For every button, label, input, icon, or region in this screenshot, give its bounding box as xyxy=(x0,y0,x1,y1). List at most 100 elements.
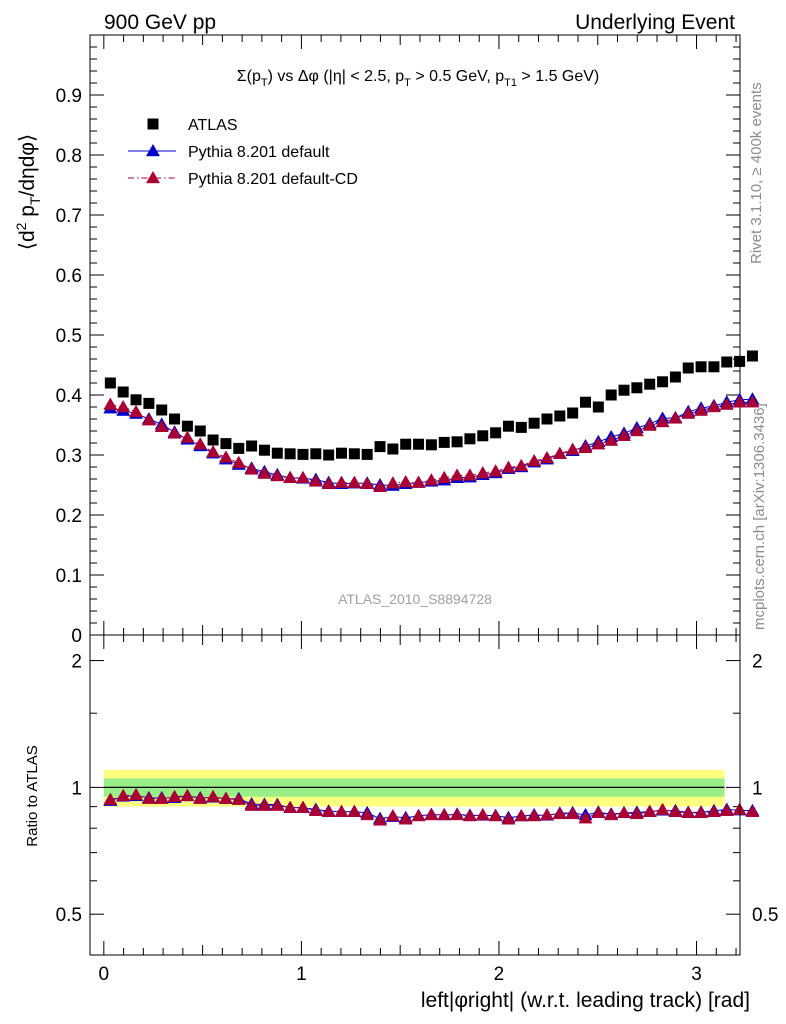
ratio-pythia-cd-point xyxy=(180,788,195,801)
pythia-cd-point xyxy=(295,470,311,483)
ratio-pythia-cd-point xyxy=(283,800,298,813)
ratio-pythia-cd-point xyxy=(514,808,529,822)
pythia-cd-point xyxy=(514,458,529,471)
ratio-y-tick-label-right: 1 xyxy=(752,778,763,799)
pythia-cd-point xyxy=(231,455,246,468)
ratio-pythia-cd-point xyxy=(745,804,760,818)
pythia-cd-point xyxy=(180,430,195,443)
pythia-cd-point xyxy=(616,428,632,441)
ratio-pythia-cd-point xyxy=(218,791,233,804)
ratio-pythia-cd-point xyxy=(411,808,426,822)
ratio-pythia-cd-point xyxy=(334,804,349,818)
pythia-cd-point xyxy=(129,404,144,417)
x-tick-label: 2 xyxy=(494,964,505,985)
pythia-cd-point xyxy=(488,464,503,477)
legend: ATLAS Pythia 8.201 default Pythia 8.201 de… xyxy=(128,117,358,188)
y-tick-label: 0.3 xyxy=(56,446,82,467)
ratio-pythia-cd-point xyxy=(103,792,118,805)
atlas-point xyxy=(323,449,335,461)
pythia-cd-point xyxy=(308,474,323,487)
ratio-pythia-cd-point xyxy=(424,807,439,821)
ratio-pythia-cd-point xyxy=(231,792,246,805)
atlas-point xyxy=(708,361,720,373)
atlas-point xyxy=(348,448,360,460)
pythia-cd-point xyxy=(116,399,131,413)
y-tick-label: 0.4 xyxy=(56,386,83,407)
x-tick-label: 3 xyxy=(691,964,702,985)
pythia-cd-point xyxy=(604,433,619,446)
atlas-point xyxy=(181,420,193,432)
ratio-pythia-cd-point xyxy=(141,791,156,804)
ratio-pythia-cd-point xyxy=(360,807,375,821)
ratio-pythia-cd-point xyxy=(116,788,131,801)
pythia-cd-point xyxy=(257,466,272,479)
ratio-pythia-cd-point xyxy=(604,807,619,821)
atlas-point xyxy=(207,434,219,446)
atlas-point xyxy=(258,444,270,456)
atlas-point xyxy=(695,361,707,373)
ratio-pythia-cd-point xyxy=(372,813,388,826)
pythia-cd-point xyxy=(372,479,388,492)
pythia-cd-point xyxy=(578,440,593,453)
pythia-cd-point xyxy=(642,418,657,431)
pythia-cd-point xyxy=(539,450,555,464)
ratio-pythia-cd-point xyxy=(681,805,696,819)
pythia-cd-point xyxy=(450,468,465,481)
atlas-point xyxy=(374,441,386,453)
ratio-pythia-cd-point xyxy=(450,807,465,821)
ratio-pythia-cd-point xyxy=(244,798,259,811)
ratio-pythia-cd-point xyxy=(616,805,632,819)
ratio-pythia-cd-point xyxy=(629,806,644,820)
atlas-point xyxy=(502,420,514,432)
ratio-pythia-cd-point xyxy=(385,808,400,822)
atlas-point xyxy=(246,440,258,452)
pythia-cd-point xyxy=(591,437,606,450)
pythia-cd-point xyxy=(411,475,426,488)
legend-pythia-cd-marker xyxy=(145,170,161,184)
ratio-pythia-cd-point xyxy=(552,806,567,820)
ratio-pythia-cd-point xyxy=(706,804,721,818)
pythia-cd-point xyxy=(141,413,156,426)
y-tick-label: 0.7 xyxy=(56,206,82,227)
ratio-y-tick-label: 1 xyxy=(71,778,82,799)
main-axis-ticks: 0 0.1 0.2 0.3 0.4 0.5 0.6 0.7 0.8 0.9 xyxy=(56,35,740,647)
ratio-pythia-cd-point xyxy=(527,808,542,822)
pythia-cd-point xyxy=(103,397,118,410)
rivet-label: Rivet 3.1.10, ≥ 400k events xyxy=(748,82,765,264)
atlas-point xyxy=(554,410,566,422)
pythia-cd-point xyxy=(424,473,439,486)
ratio-panel: 0.5 0.5 1 1 2 2 0 1 2 3 Ratio to ATLAS left|φrigh… xyxy=(24,634,778,1012)
atlas-point xyxy=(644,378,656,390)
atlas-point xyxy=(528,417,540,429)
ratio-pythia-cd-point xyxy=(462,808,477,822)
pythia-cd-point xyxy=(565,442,580,455)
ratio-pythia-cd-point xyxy=(347,804,362,818)
pythia-cd-point xyxy=(244,462,259,475)
main-series xyxy=(103,350,760,492)
x-tick-label: 0 xyxy=(99,964,110,985)
atlas-point xyxy=(541,413,553,425)
ratio-bands xyxy=(103,769,725,807)
ratio-pythia-cd-point xyxy=(475,807,490,821)
ratio-pythia-cd-point xyxy=(578,811,593,824)
ratio-y-tick-label: 2 xyxy=(71,652,82,673)
atlas-point xyxy=(310,448,322,460)
ratio-pythia-cd-point xyxy=(539,807,555,821)
ratio-pythia-cd-point xyxy=(167,789,182,802)
atlas-point xyxy=(490,427,502,439)
ratio-pythia-cd-point xyxy=(321,804,336,818)
y-tick-label: 0.6 xyxy=(56,266,82,287)
atlas-point xyxy=(130,394,142,406)
watermark: ATLAS_2010_S8894728 xyxy=(338,591,492,607)
main-title: Σ(pT) vs Δφ (|η| < 2.5, pT > 0.5 GeV, pT… xyxy=(237,68,600,89)
atlas-point xyxy=(631,382,643,394)
ratio-pythia-cd-point xyxy=(257,798,272,811)
y-axis-title: ⟨d2 pT/dηdφ⟩ xyxy=(13,134,43,250)
ratio-pythia-cd-point xyxy=(295,800,311,813)
atlas-point xyxy=(657,376,669,388)
atlas-point xyxy=(233,442,245,454)
ratio-pythia-cd-point xyxy=(655,802,670,815)
header-left: 900 GeV pp xyxy=(104,11,216,34)
y-tick-label: 0.9 xyxy=(56,86,82,107)
pythia-cd-point xyxy=(206,444,221,458)
